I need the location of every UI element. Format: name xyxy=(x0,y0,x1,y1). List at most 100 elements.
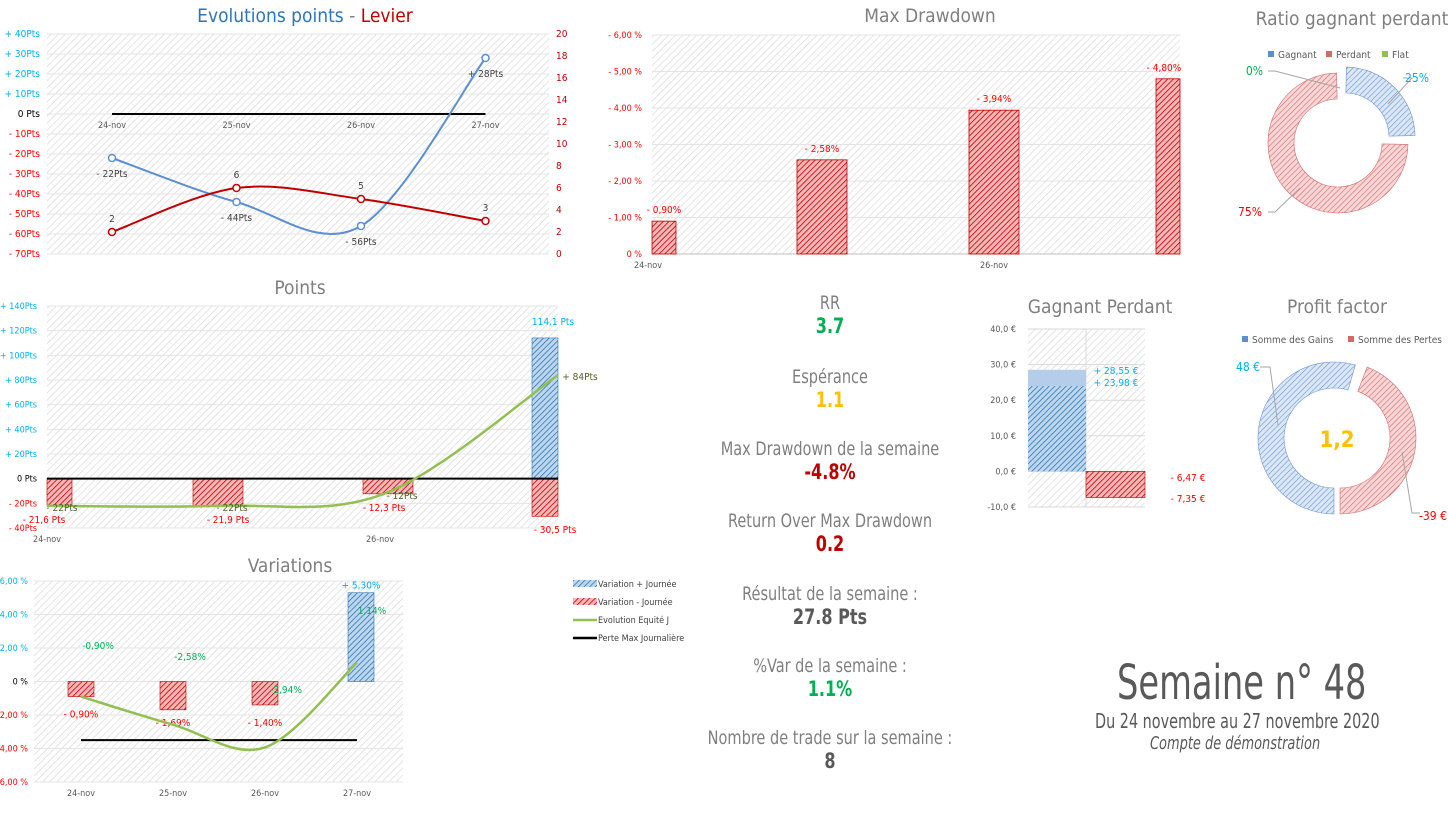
negative-variation-bar xyxy=(159,681,187,711)
y-tick-label: - 5,00 % xyxy=(608,68,642,78)
gain-bar-net xyxy=(1028,386,1086,472)
y-tick-label: + 140Pts xyxy=(0,302,37,312)
y-tick-label: + 100Pts xyxy=(0,351,37,361)
gain-data-label: + 28,55 € xyxy=(1094,366,1139,377)
stat-value: 27.8 Pts xyxy=(792,605,868,629)
loss-bar xyxy=(192,478,244,506)
y-left-tick-label: + 40Pts xyxy=(5,29,41,40)
y-tick-label: - 2,00 % xyxy=(608,177,642,187)
y-left-tick-label: 0 Pts xyxy=(18,109,41,120)
legend-label: Evolution Equité J xyxy=(598,615,669,626)
ratio-slice xyxy=(1267,72,1409,214)
stat-value: 1.1% xyxy=(807,677,853,701)
max-drawdown-title: Max Drawdown xyxy=(864,5,996,27)
legend-swatch xyxy=(1348,336,1354,342)
loss-bar xyxy=(1085,471,1146,498)
loss-data-label: - 7,35 € xyxy=(1171,494,1206,505)
y-tick-label: - 40Pts xyxy=(9,524,37,534)
legend-label: Variation + Journée xyxy=(598,579,677,590)
variations-chart: Variations + 6,00 % + 4,00 % + 2,00 % 0 % - … xyxy=(0,555,684,799)
y-tick-label: 0 % xyxy=(627,250,643,260)
y-left-tick-label: - 70Pts xyxy=(9,249,40,260)
y-tick-label: 40,0 € xyxy=(990,325,1016,335)
y-tick-label: 20,0 € xyxy=(990,396,1016,406)
stat-5: %Var de la semaine :1.1% xyxy=(680,655,980,701)
levier-data-label: 2 xyxy=(109,214,115,225)
y-right-tick-label: 12 xyxy=(556,117,567,128)
equity-line xyxy=(80,661,358,752)
losses-label: -39 € xyxy=(1419,509,1447,523)
week-range: Du 24 novembre au 27 novembre 2020 xyxy=(1095,709,1380,733)
y-tick-label: + 6,00 % xyxy=(0,577,28,587)
legend-label: Perte Max Journalière xyxy=(598,633,684,644)
max-drawdown-chart: Max Drawdown - 6,00 % - 5,00 % - 4,00 % - 3… xyxy=(608,5,1182,271)
cumulative-line xyxy=(46,374,559,509)
legend-label: Variation - Journée xyxy=(598,597,673,608)
x-tick-label: 26-nov xyxy=(347,121,375,131)
loss-data-label: - 30,5 Pts xyxy=(534,525,577,536)
legend-swatch xyxy=(1326,51,1332,57)
gain-data-label: + 23,98 € xyxy=(1094,378,1139,389)
profit-factor-title: Profit factor xyxy=(1287,296,1388,318)
x-tick-label: 27-nov xyxy=(471,121,499,131)
negative-variation-label: - 1,40% xyxy=(248,718,283,729)
loss-bar xyxy=(531,478,559,517)
y-left-tick-label: - 20Pts xyxy=(9,149,40,160)
points-data-label: - 22Pts xyxy=(96,169,127,180)
y-left-tick-label: - 60Pts xyxy=(9,229,40,240)
y-left-tick-label: - 40Pts xyxy=(9,189,40,200)
leader-line xyxy=(1260,366,1279,426)
y-left-tick-label: + 20Pts xyxy=(5,69,41,80)
x-tick-label: 26-nov xyxy=(980,261,1008,271)
loss-data-label: - 6,47 € xyxy=(1171,473,1206,484)
y-tick-label: 10,0 € xyxy=(990,432,1016,442)
stat-label: RR xyxy=(819,292,841,314)
drawdown-data-label: - 0,90% xyxy=(647,205,682,216)
x-tick-label: 24-nov xyxy=(67,789,95,799)
cumulative-data-label: - 12Pts xyxy=(386,491,417,502)
ratio-chart: Ratio gagnant perdant Gagnant Perdant Flat… xyxy=(1238,8,1449,219)
y-right-tick-label: 8 xyxy=(556,161,562,172)
y-tick-label: - 6,00 % xyxy=(0,778,28,788)
equity-data-label: -2,58% xyxy=(174,652,206,663)
legend-swatch xyxy=(1268,51,1274,57)
stat-label: Nombre de trade sur la semaine : xyxy=(707,727,953,749)
stat-value: -4.8% xyxy=(804,460,856,484)
y-tick-label: + 20Pts xyxy=(5,450,37,460)
y-tick-label: - 4,00 % xyxy=(0,745,28,755)
stat-0: RR 3.7 xyxy=(680,292,980,338)
points-marker xyxy=(232,197,241,207)
drawdown-data-label: - 3,94% xyxy=(977,94,1012,105)
legend-label: Perdant xyxy=(1336,50,1371,61)
levier-data-label: 6 xyxy=(234,170,240,181)
x-tick-label: 25-nov xyxy=(159,789,187,799)
ratio-label-gagnant: 25% xyxy=(1405,71,1429,85)
gain-bar xyxy=(531,337,559,479)
levier-data-label: 5 xyxy=(358,181,364,192)
equity-data-label: 1,14% xyxy=(358,606,387,617)
y-tick-label: 0,0 € xyxy=(995,467,1016,477)
legend-label: Gagnant xyxy=(1278,50,1317,61)
gains-label: 48 € xyxy=(1236,360,1260,374)
legend-label: Somme des Gains xyxy=(1252,335,1334,346)
y-right-tick-label: 0 xyxy=(556,249,562,260)
points-data-label: - 56Pts xyxy=(345,237,376,248)
y-tick-label: + 120Pts xyxy=(0,327,37,337)
negative-variation-bar xyxy=(67,681,95,697)
y-right-tick-label: 20 xyxy=(556,29,568,40)
y-tick-label: - 2,00 % xyxy=(0,711,28,721)
y-tick-label: 30,0 € xyxy=(990,361,1016,371)
x-tick-label: 24-nov xyxy=(634,261,662,271)
ratio-slice xyxy=(1345,66,1416,137)
y-tick-label: 0 % xyxy=(13,678,29,688)
stat-label: %Var de la semaine : xyxy=(753,655,907,677)
leader-line xyxy=(1387,77,1414,105)
profit-factor-value: 1,2 xyxy=(1319,428,1354,453)
week-info: Semaine n° 48 Du 24 novembre au 27 novem… xyxy=(1095,655,1435,754)
drawdown-data-label: - 4,80% xyxy=(1147,63,1182,74)
points-line xyxy=(111,57,487,235)
stat-value: 0.2 xyxy=(815,532,845,556)
cumulative-data-label: + 84Pts xyxy=(562,372,598,383)
stat-value: 8 xyxy=(824,749,836,773)
loss-data-label: - 12,3 Pts xyxy=(363,503,406,514)
